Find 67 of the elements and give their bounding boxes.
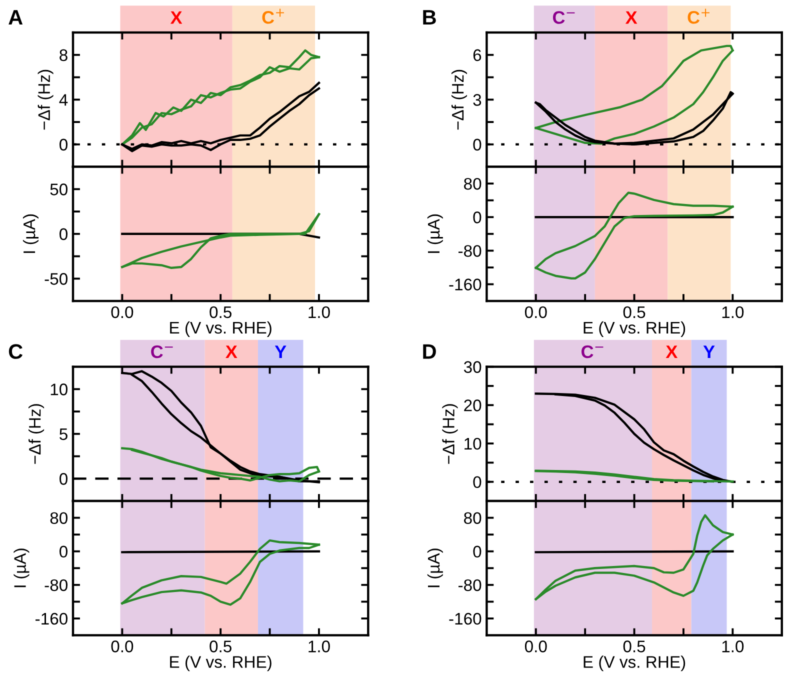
- x-tick-label: 0.0: [524, 640, 547, 652]
- y-tick-label: 5: [60, 428, 68, 440]
- x-tick-label: 1.0: [722, 306, 744, 318]
- y-tick-label: -80: [458, 579, 482, 592]
- band-label: C$^{−}$: [582, 345, 604, 358]
- y-tick-label: 30: [464, 361, 482, 373]
- x-tick-label: 0.0: [111, 640, 134, 652]
- x-tick-label: 0.0: [524, 306, 547, 318]
- x-tick-label: 0.5: [210, 306, 232, 318]
- y-tick-label: 50: [50, 184, 68, 196]
- y-axis-title: I (µA): [22, 214, 38, 253]
- x-axis-title: E (V vs. RHE): [170, 321, 272, 337]
- y-tick-label: -160: [36, 612, 68, 625]
- y-tick-label: -160: [449, 612, 482, 625]
- y-tick-label: 8: [60, 49, 68, 62]
- y-tick-label: 0: [473, 212, 482, 224]
- x-axis-title: E (V vs. RHE): [584, 321, 686, 337]
- x-tick-label: 1.0: [722, 640, 744, 652]
- band-label: C$^{+}$: [688, 8, 710, 24]
- x-axis-title: E (V vs. RHE): [170, 656, 272, 672]
- band-label: X: [170, 11, 182, 24]
- y-tick-label: 0: [473, 546, 482, 558]
- y-tick-label: -80: [458, 245, 482, 257]
- y-tick-label: -160: [449, 278, 482, 290]
- band-label: Y: [274, 346, 286, 358]
- y-tick-label: 3: [473, 94, 482, 106]
- x-tick-label: 0.5: [210, 640, 232, 652]
- y-tick-label: 0: [60, 138, 68, 151]
- y-tick-label: 80: [464, 512, 482, 524]
- x-tick-label: 0.5: [623, 640, 646, 652]
- y-tick-label: 6: [473, 49, 482, 62]
- y-tick-label: -80: [44, 579, 68, 592]
- y-tick-label: 0: [60, 473, 68, 485]
- band-label: X: [226, 346, 238, 358]
- y-tick-label: 0: [473, 138, 482, 151]
- y-axis-title: I (µA): [14, 548, 30, 588]
- x-axis-title: E (V vs. RHE): [584, 656, 686, 672]
- y-tick-label: 80: [50, 512, 68, 524]
- x-tick-label: 1.0: [308, 306, 330, 318]
- y-axis-title: I (µA): [427, 214, 443, 253]
- band-label: Y: [703, 346, 715, 358]
- chart-title: B: [423, 10, 436, 24]
- y-axis-title: −Δf (Hz): [38, 70, 54, 130]
- y-tick-label: 0: [60, 546, 68, 558]
- band-label: C$^{−}$: [552, 11, 575, 24]
- chart-title: D: [423, 344, 436, 359]
- y-axis-title: −Δf (Hz): [28, 404, 44, 464]
- y-axis-title: −Δf (Hz): [451, 70, 468, 130]
- x-tick-label: 0.5: [623, 306, 646, 318]
- chart-title: A: [8, 10, 23, 24]
- chart-title: C: [8, 344, 23, 359]
- band-label: C$^{+}$: [262, 8, 284, 24]
- y-axis-title: −Δf (Hz): [442, 404, 458, 464]
- y-tick-label: 20: [464, 400, 482, 412]
- y-tick-label: 10: [464, 438, 482, 450]
- band-label: X: [625, 11, 638, 24]
- y-tick-label: 10: [50, 384, 68, 396]
- x-tick-label: 1.0: [308, 640, 330, 652]
- y-tick-label: -50: [44, 273, 68, 285]
- y-tick-label: 80: [464, 178, 482, 190]
- band-label: C$^{−}$: [151, 345, 173, 358]
- y-tick-label: 0: [473, 476, 482, 488]
- band-label: X: [666, 346, 678, 358]
- y-tick-label: 4: [59, 94, 68, 106]
- y-tick-label: 0: [60, 228, 68, 240]
- y-axis-title: I (µA): [427, 548, 443, 588]
- x-tick-label: 0.0: [111, 306, 134, 318]
